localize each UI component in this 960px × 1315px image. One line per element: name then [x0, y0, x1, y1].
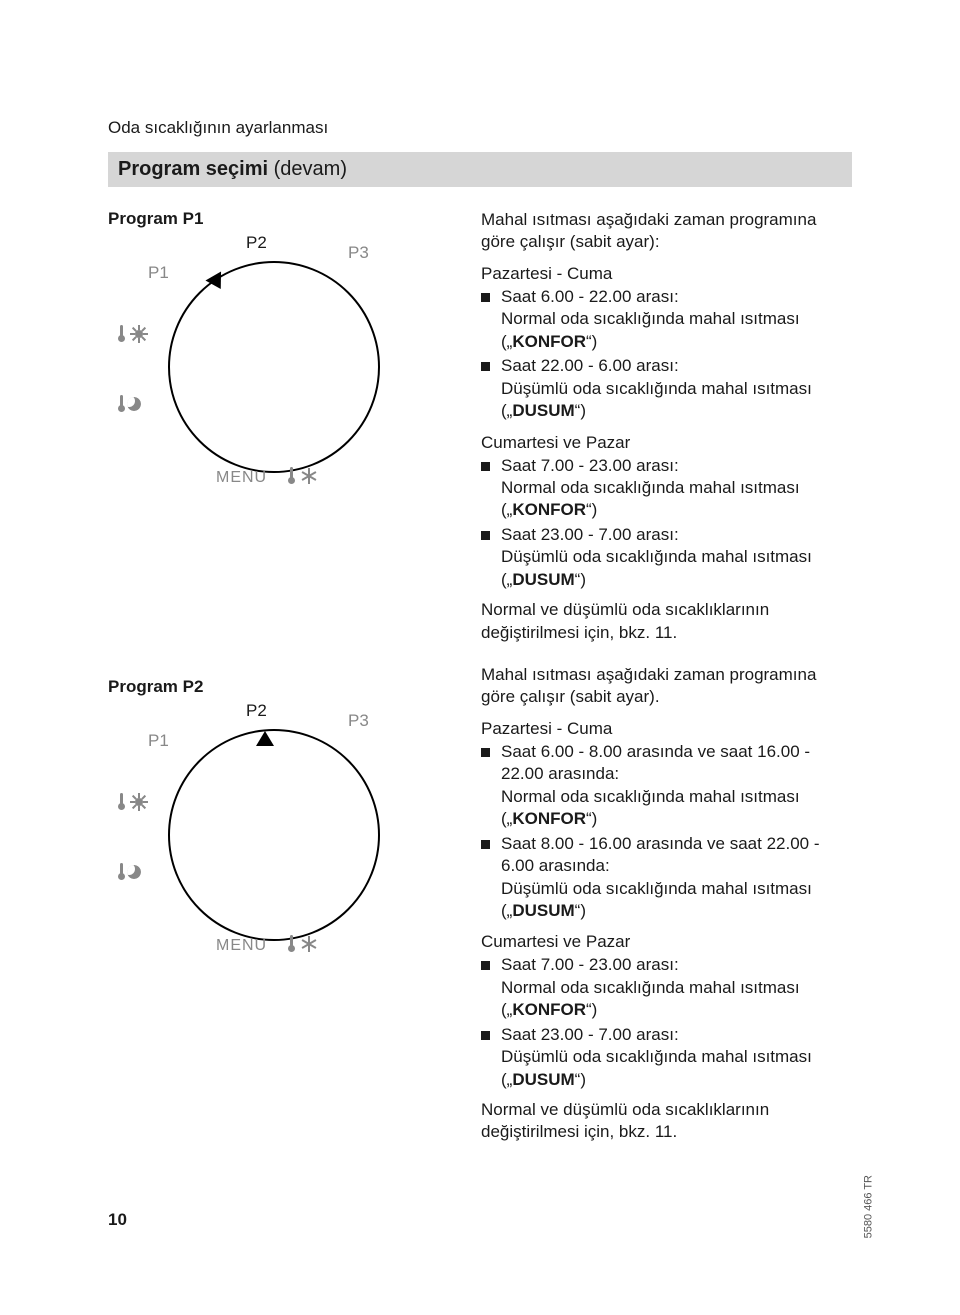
p2-weekday-list: Saat 6.00 - 8.00 arasında ve saat 16.00 …	[481, 741, 852, 923]
section-title-bar: Program seçimi (devam)	[108, 152, 852, 187]
dial-label-p2-active: P2	[246, 701, 267, 721]
list-item: Saat 7.00 - 23.00 arası:Normal oda sıcak…	[481, 455, 852, 522]
section-title: Program seçimi	[118, 158, 268, 180]
p1-weekend-head: Cumartesi ve Pazar	[481, 433, 852, 453]
list-item: Saat 23.00 - 7.00 arası:Düşümlü oda sıca…	[481, 1024, 852, 1091]
p1-weekday-head: Pazartesi - Cuma	[481, 264, 852, 284]
section-continuation: (devam)	[274, 158, 347, 180]
list-item: Saat 23.00 - 7.00 arası:Düşümlü oda sıca…	[481, 524, 852, 591]
dial-label-p3: P3	[348, 243, 369, 263]
p2-weekday-head: Pazartesi - Cuma	[481, 719, 852, 739]
dial-menu-label: MENU	[216, 937, 267, 955]
dial-circle-icon	[168, 729, 380, 941]
thermo-moon-icon	[118, 395, 148, 417]
dial-circle-icon	[168, 261, 380, 473]
dial-p1: P1 P2 P3	[108, 235, 408, 495]
p1-weekday-list: Saat 6.00 - 22.00 arası:Normal oda sıcak…	[481, 286, 852, 423]
document-id: 5580 466 TR	[862, 1175, 874, 1238]
thermo-snow-icon	[288, 935, 318, 957]
list-item: Saat 8.00 - 16.00 arasında ve saat 22.00…	[481, 833, 852, 923]
thermo-moon-icon	[118, 863, 148, 885]
thermo-sun-icon	[118, 793, 148, 815]
dial-label-p3: P3	[348, 711, 369, 731]
p1-intro: Mahal ısıtması aşağıdaki zaman prog­ramı…	[481, 209, 852, 254]
list-item: Saat 6.00 - 22.00 arası:Normal oda sıcak…	[481, 286, 852, 353]
chapter-title: Oda sıcaklığının ayarlanması	[108, 118, 852, 138]
p1-footnote: Normal ve düşümlü oda sıcaklıkları­nın d…	[481, 599, 852, 644]
list-item: Saat 7.00 - 23.00 arası:Normal oda sıcak…	[481, 954, 852, 1021]
dial-pointer-icon	[256, 731, 274, 746]
dial-menu-label: MENU	[216, 469, 267, 487]
p2-weekend-head: Cumartesi ve Pazar	[481, 932, 852, 952]
p2-weekend-list: Saat 7.00 - 23.00 arası:Normal oda sıcak…	[481, 954, 852, 1091]
page-number: 10	[108, 1210, 127, 1230]
thermo-sun-icon	[118, 325, 148, 347]
dial-p2: P1 P2 P3	[108, 703, 408, 963]
program-p1-title: Program P1	[108, 209, 453, 229]
dial-label-p1: P1	[148, 731, 169, 751]
list-item: Saat 22.00 - 6.00 arası:Düşümlü oda sıca…	[481, 355, 852, 422]
p2-footnote: Normal ve düşümlü oda sıcaklıkları­nın d…	[481, 1099, 852, 1144]
p2-intro: Mahal ısıtması aşağıdaki zaman prog­ramı…	[481, 664, 852, 709]
p1-weekend-list: Saat 7.00 - 23.00 arası:Normal oda sıcak…	[481, 455, 852, 592]
thermo-snow-icon	[288, 467, 318, 489]
list-item: Saat 6.00 - 8.00 arasında ve saat 16.00 …	[481, 741, 852, 831]
program-p2-title: Program P2	[108, 677, 453, 697]
right-column: Mahal ısıtması aşağıdaki zaman prog­ramı…	[481, 209, 852, 1150]
left-column: Program P1 P1 P2 P3	[108, 209, 453, 1150]
dial-label-p2-active: P2	[246, 233, 267, 253]
dial-label-p1: P1	[148, 263, 169, 283]
